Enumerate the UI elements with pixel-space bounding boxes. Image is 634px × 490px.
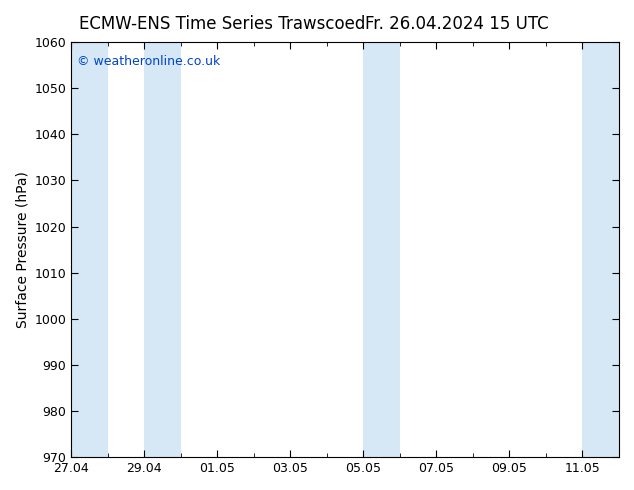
Bar xyxy=(363,42,400,457)
Text: ECMW-ENS Time Series Trawscoed: ECMW-ENS Time Series Trawscoed xyxy=(79,15,365,33)
Text: © weatheronline.co.uk: © weatheronline.co.uk xyxy=(77,54,220,68)
Bar xyxy=(583,42,619,457)
Bar xyxy=(71,42,108,457)
Text: Fr. 26.04.2024 15 UTC: Fr. 26.04.2024 15 UTC xyxy=(365,15,548,33)
Bar xyxy=(145,42,181,457)
Y-axis label: Surface Pressure (hPa): Surface Pressure (hPa) xyxy=(15,171,29,328)
